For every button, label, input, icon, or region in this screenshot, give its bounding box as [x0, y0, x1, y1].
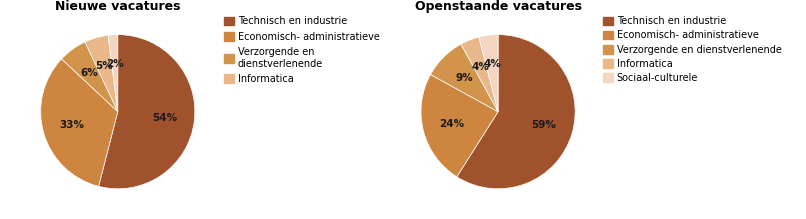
Wedge shape	[479, 35, 498, 112]
Legend: Technisch en industrie, Economisch- administratieve, Verzorgende en dienstverlen: Technisch en industrie, Economisch- admi…	[603, 16, 782, 83]
Text: 33%: 33%	[60, 120, 85, 130]
Text: 9%: 9%	[455, 73, 473, 83]
Wedge shape	[85, 35, 118, 112]
Legend: Technisch en industrie, Economisch- administratieve, Verzorgende en
dienstverlen: Technisch en industrie, Economisch- admi…	[224, 16, 380, 84]
Text: 24%: 24%	[439, 118, 464, 129]
Text: 54%: 54%	[152, 113, 178, 123]
Wedge shape	[40, 59, 118, 186]
Wedge shape	[61, 42, 118, 112]
Text: 6%: 6%	[81, 68, 98, 78]
Wedge shape	[461, 37, 498, 112]
Wedge shape	[108, 35, 118, 112]
Text: 5%: 5%	[96, 61, 114, 71]
Title: Openstaande vacatures: Openstaande vacatures	[414, 0, 582, 13]
Text: 2%: 2%	[106, 59, 123, 69]
Title: Nieuwe vacatures: Nieuwe vacatures	[55, 0, 181, 13]
Text: 4%: 4%	[472, 62, 489, 72]
Text: 59%: 59%	[531, 120, 556, 130]
Wedge shape	[421, 74, 498, 177]
Wedge shape	[98, 35, 195, 189]
Wedge shape	[457, 35, 575, 189]
Wedge shape	[430, 44, 498, 112]
Text: 4%: 4%	[483, 59, 501, 69]
